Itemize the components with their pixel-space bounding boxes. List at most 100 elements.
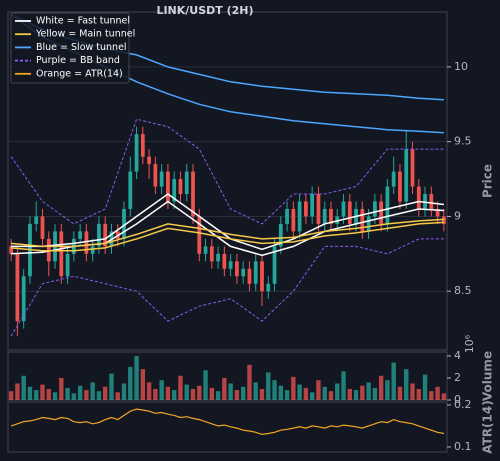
candle-body [147, 156, 151, 165]
candle-body [329, 208, 333, 224]
candle-body [9, 246, 14, 254]
candle-body [410, 149, 415, 187]
volume-bar [291, 376, 296, 400]
overlay-line [11, 221, 444, 252]
candle-body [172, 179, 177, 202]
candle-body [379, 201, 384, 224]
volume-bar [77, 385, 83, 400]
candle-body [272, 246, 277, 284]
legend-label: Orange = ATR(14) [36, 68, 123, 79]
panel [7, 401, 448, 453]
atr-line [10, 408, 445, 436]
candle-body [260, 261, 264, 292]
volume-bar [278, 385, 284, 400]
volume-bar [140, 369, 146, 400]
volume-bar [184, 384, 189, 400]
volume-bar [71, 393, 77, 400]
candle-body [222, 253, 227, 269]
volume-bar [266, 372, 271, 400]
volume-bar [366, 382, 371, 400]
volume-bar [228, 383, 233, 400]
volume-bar [15, 383, 20, 400]
candle-body [84, 231, 89, 254]
volume-bar [8, 391, 14, 400]
y-tick-label: 2 [454, 371, 461, 384]
volume-bar [378, 375, 384, 400]
volume-bar [203, 370, 208, 400]
volume-bar [121, 383, 127, 400]
candle-body [235, 261, 239, 277]
volume-bar [146, 382, 152, 400]
candle-body [372, 201, 377, 217]
volume-bar [259, 388, 265, 400]
volume-bar [372, 387, 378, 400]
volume-bar [429, 391, 434, 400]
candle-body [122, 208, 126, 239]
volume-bar [40, 384, 45, 400]
volume-bar [253, 382, 258, 400]
volume-bar [410, 383, 415, 400]
y-tick-label: 9.5 [454, 135, 472, 148]
candle-body [316, 194, 321, 224]
candle-body [21, 276, 26, 322]
candle-body [166, 171, 170, 202]
volume-bar [215, 391, 221, 400]
candle-body [385, 186, 390, 224]
candle-body [209, 246, 214, 262]
candle-body [347, 201, 352, 224]
volume-bar [347, 388, 352, 400]
legend-label: White = Fast tunnel [36, 16, 130, 27]
candle-body [253, 261, 258, 284]
volume-bar [284, 390, 290, 400]
volume-bar [59, 377, 64, 400]
candle-body [78, 231, 83, 239]
volume-bar [159, 380, 164, 400]
candle-body [128, 171, 133, 209]
volume-bar [84, 390, 89, 400]
candle-body [159, 171, 164, 187]
y-tick-label: 10 [454, 60, 468, 73]
volume-bar [65, 387, 70, 400]
candle-body [398, 171, 402, 202]
volume-bar [240, 386, 246, 400]
y-tick-label: 8.5 [454, 284, 472, 297]
legend-label: Blue = Slow tunnel [36, 42, 127, 53]
volume-bar [21, 375, 26, 400]
legend-box [10, 12, 130, 84]
volume-bar [96, 391, 102, 400]
overlay-line [11, 218, 444, 248]
candle-body [416, 186, 421, 209]
y-tick-label: 0.2 [454, 398, 472, 411]
candle-body [178, 179, 183, 195]
candle-body [322, 208, 327, 224]
candle-body [285, 208, 289, 224]
candle-body [360, 208, 365, 232]
candle-body [90, 246, 95, 254]
volume-bar [272, 380, 277, 400]
volume-bar [322, 386, 327, 400]
volume-bar [34, 390, 39, 400]
volume-bar [416, 388, 421, 400]
candle-body [278, 223, 283, 247]
legend-label: Purple = BB band [36, 55, 120, 66]
volume-bar [397, 386, 403, 400]
volume-bar [222, 377, 227, 400]
volume-bar [303, 387, 309, 400]
volume-bar [441, 393, 447, 400]
candle-body [266, 283, 271, 292]
candle-body [441, 216, 446, 224]
volume-bar [103, 386, 108, 400]
candle-body [184, 171, 189, 195]
candle-body [134, 134, 139, 172]
volume-bar [178, 375, 183, 400]
candle-body [65, 253, 70, 277]
y-axis-label: Price [481, 164, 495, 198]
volume-bar [115, 392, 120, 400]
overlay-line [10, 238, 444, 337]
candle-body [304, 201, 308, 217]
volume-bar [153, 388, 158, 400]
y-tick-label: 0 [454, 393, 461, 406]
candle-body [191, 171, 195, 217]
candle-body [59, 231, 64, 277]
candle-body [341, 201, 346, 217]
